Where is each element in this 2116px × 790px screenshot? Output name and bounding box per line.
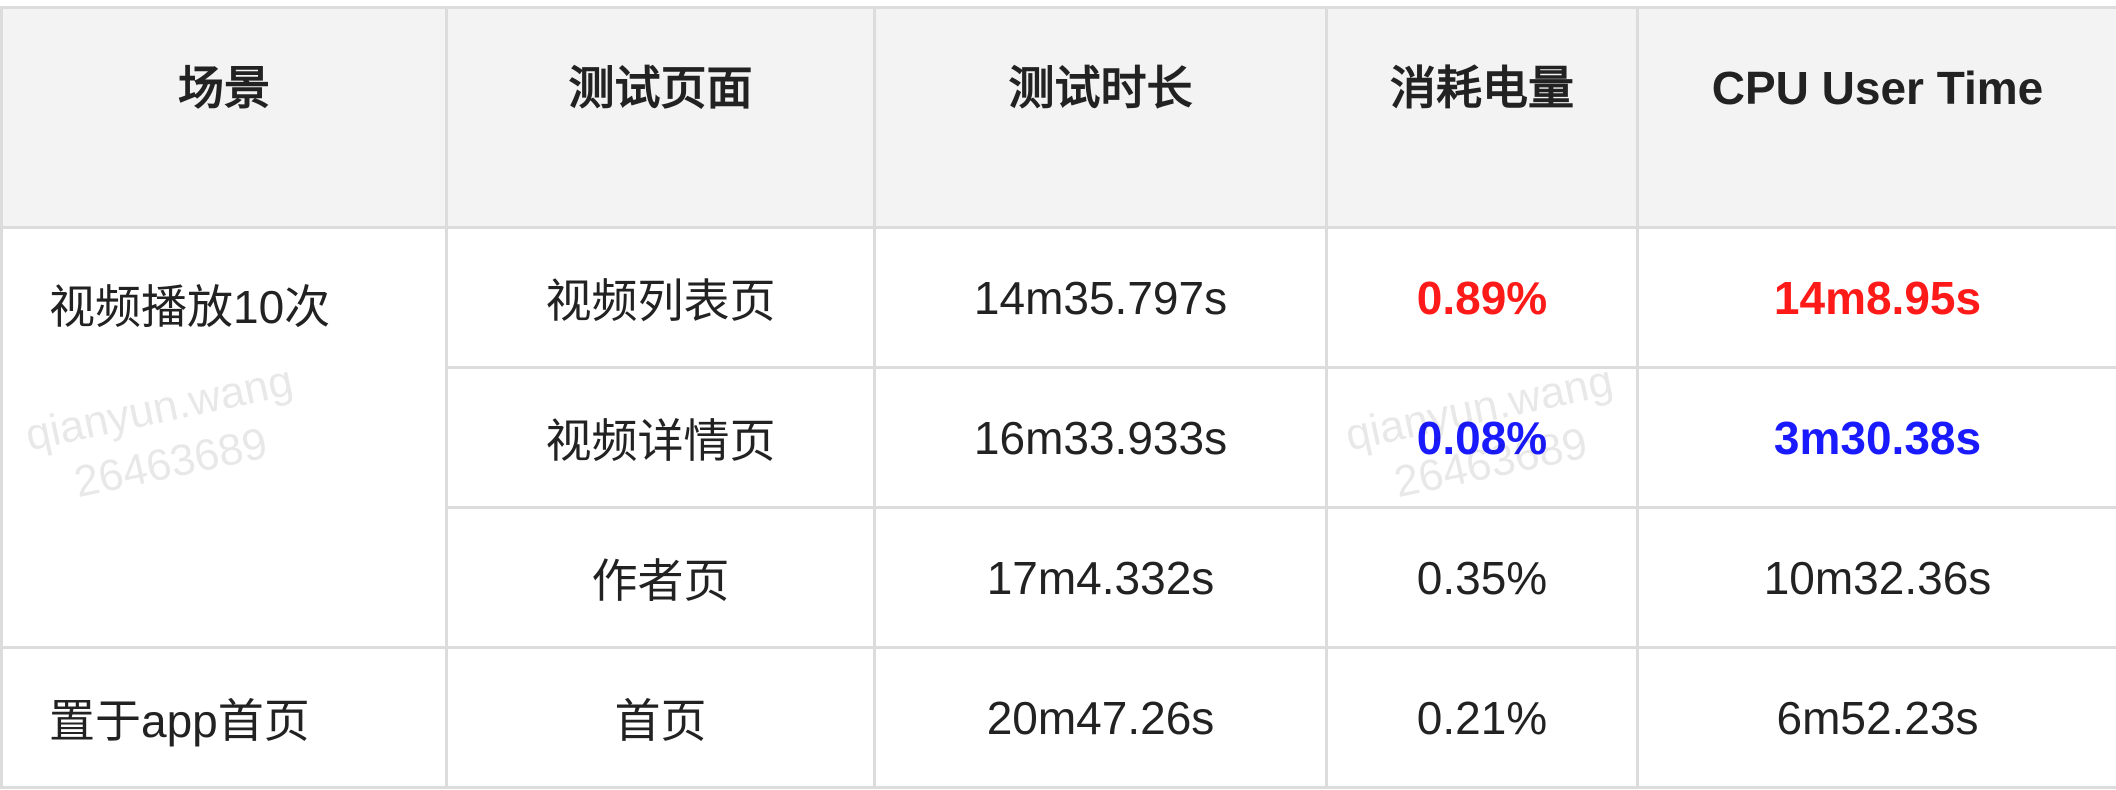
- page-cell: 视频详情页: [445, 366, 876, 509]
- duration-cell: 16m33.933s: [873, 366, 1328, 509]
- power-cell: 0.89%: [1325, 226, 1639, 369]
- table-row: 视频详情页 16m33.933s 0.08% 3m30.38s: [2, 366, 2116, 509]
- header-power: 消耗电量: [1325, 6, 1639, 229]
- cpu-cell: 6m52.23s: [1636, 646, 2116, 789]
- table-row: 视频播放10次 视频列表页 14m35.797s 0.89% 14m8.95s: [0, 226, 2116, 649]
- header-scene: 场景: [0, 6, 448, 229]
- cpu-cell: 14m8.95s: [1636, 226, 2116, 369]
- table-row: 置于app首页 首页 20m47.26s 0.21% 6m52.23s: [0, 646, 2116, 789]
- duration-cell: 17m4.332s: [873, 506, 1328, 649]
- scene-cell: 视频播放10次: [0, 226, 448, 649]
- table-row: 作者页 17m4.332s 0.35% 10m32.36s: [2, 506, 2116, 649]
- cpu-cell: 3m30.38s: [1636, 366, 2116, 509]
- header-duration: 测试时长: [873, 6, 1328, 229]
- page-cell: 作者页: [445, 506, 876, 649]
- header-row: 场景 测试页面 测试时长 消耗电量 CPU User Time: [0, 6, 2116, 229]
- duration-cell: 14m35.797s: [873, 226, 1328, 369]
- duration-cell: 20m47.26s: [873, 646, 1328, 789]
- scene-cell: 置于app首页: [0, 646, 448, 789]
- header-cpu-user-time: CPU User Time: [1636, 6, 2116, 229]
- power-cell: 0.35%: [1325, 506, 1639, 649]
- power-cell: 0.08%: [1325, 366, 1639, 509]
- page-cell: 首页: [445, 646, 876, 789]
- header-test-page: 测试页面: [445, 6, 876, 229]
- power-cell: 0.21%: [1325, 646, 1639, 789]
- results-table: 场景 测试页面 测试时长 消耗电量 CPU User Time 视频播放10次 …: [0, 6, 2116, 789]
- cpu-cell: 10m32.36s: [1636, 506, 2116, 649]
- page-cell: 视频列表页: [445, 226, 876, 369]
